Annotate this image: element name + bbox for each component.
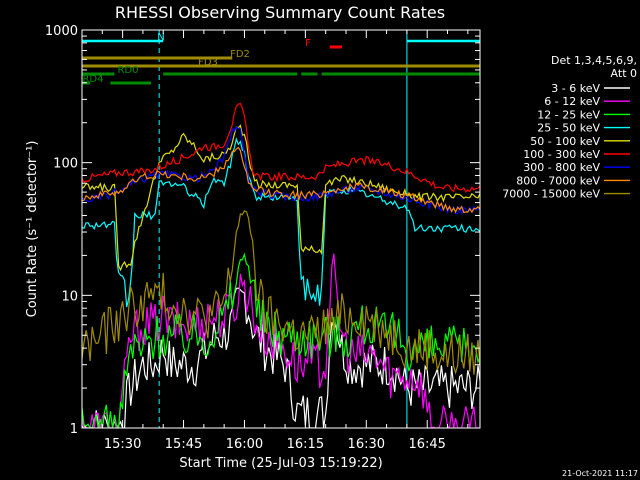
- legend-entry-label: 800 - 7000 keV: [516, 174, 600, 187]
- y-tick-label: 1: [70, 422, 78, 437]
- plot-area: N FD2 F FD3 RD0 RD4: [82, 30, 480, 428]
- x-tick-label: 16:30: [348, 437, 385, 452]
- chart-title: RHESSI Observing Summary Count Rates: [115, 3, 445, 22]
- series-line-25-50-keV: [82, 137, 480, 308]
- legend-entry-label: 100 - 300 keV: [523, 148, 600, 161]
- x-tick-label: 16:00: [226, 437, 263, 452]
- x-tick-label: 15:45: [165, 437, 202, 452]
- x-axis: 15:30 15:45 16:00 16:15 16:30 16:45: [81, 30, 469, 452]
- flag-label-FD3: FD3: [198, 57, 218, 68]
- series-line-7000-15000-keV: [82, 210, 480, 375]
- legend-entry-label: 12 - 25 keV: [537, 108, 600, 121]
- y-tick-label: 10: [61, 289, 78, 304]
- x-tick-label: 16:45: [408, 437, 445, 452]
- legend-header-line: Det 1,3,4,5,6,9,: [551, 54, 637, 67]
- x-axis-label: Start Time (25-Jul-03 15:19:22): [179, 456, 382, 471]
- legend-entry-label: 25 - 50 keV: [537, 122, 600, 135]
- legend-entry-label: 3 - 6 keV: [551, 82, 600, 95]
- legend-entry-label: 7000 - 15000 keV: [502, 188, 600, 201]
- y-axis-label: Count Rate (s⁻¹ detector⁻¹): [25, 141, 40, 318]
- x-tick-label: 15:30: [104, 437, 141, 452]
- series-line-12-25-keV: [82, 252, 480, 428]
- legend-entry-label: 6 - 12 keV: [544, 95, 600, 108]
- series-line-100-300-keV: [82, 103, 480, 193]
- legend-entry-label: 50 - 100 keV: [530, 135, 600, 148]
- footer-timestamp: 21-Oct-2021 11:17: [562, 469, 638, 478]
- flag-label-N: N: [157, 32, 164, 43]
- y-tick-label: 1000: [45, 24, 78, 39]
- legend-header-line: Att 0: [611, 67, 637, 80]
- series-line-800-7000-keV: [82, 146, 480, 214]
- flag-label-RD0: RD0: [117, 65, 138, 76]
- y-tick-label: 100: [53, 157, 78, 172]
- flag-label-F: F: [305, 38, 311, 49]
- legend-entry-label: 300 - 800 keV: [523, 161, 600, 174]
- series-line-3-6-keV: [82, 287, 480, 428]
- flag-label-FD2: FD2: [230, 49, 250, 60]
- plot-content: [82, 30, 480, 428]
- x-tick-label: 16:15: [287, 437, 324, 452]
- flag-label-RD4: RD4: [82, 74, 103, 85]
- y-axis: 1 10 100 1000: [45, 24, 480, 437]
- plot-frame: [81, 29, 481, 429]
